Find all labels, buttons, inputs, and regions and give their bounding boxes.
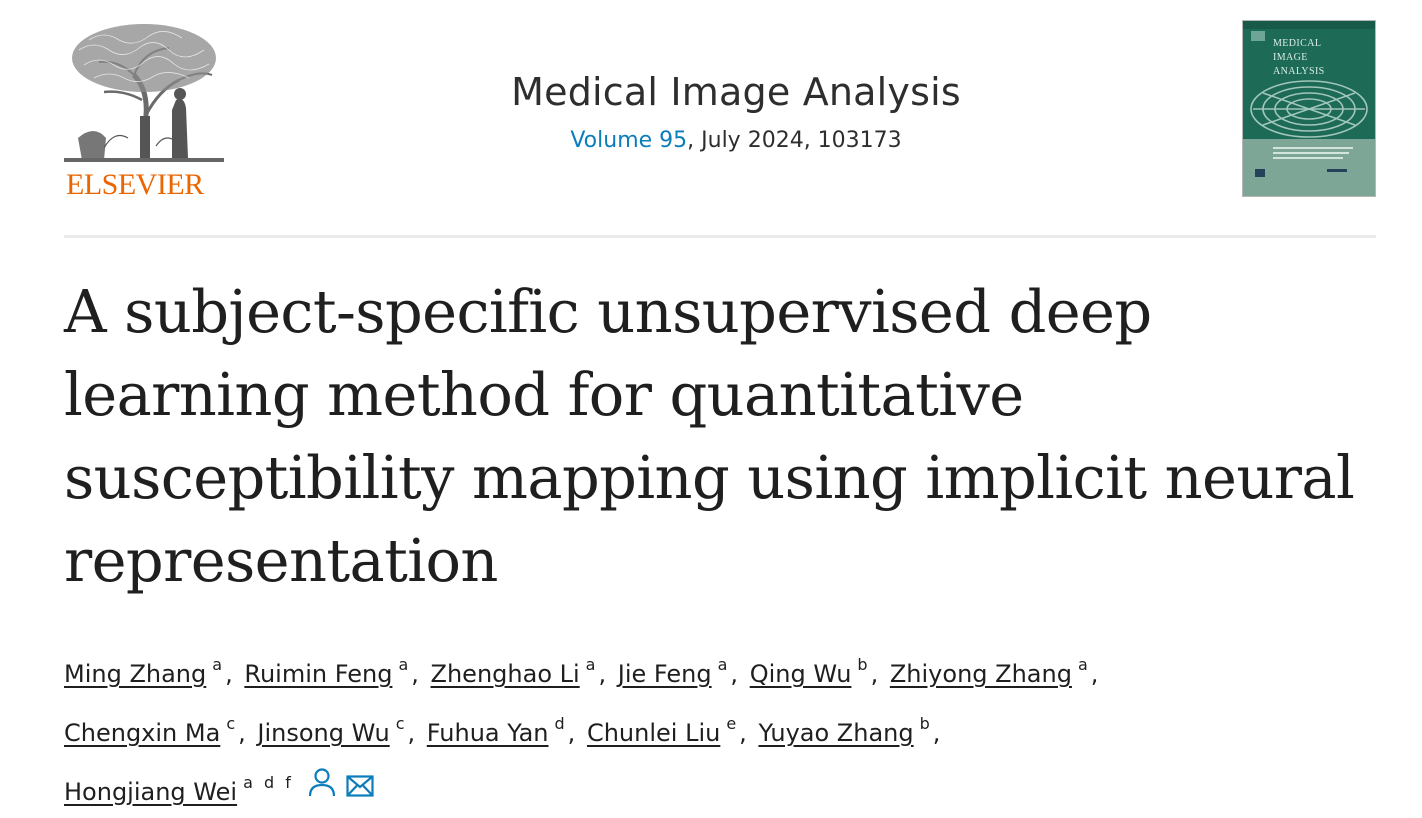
author-name-link[interactable]: Zhiyong Zhang: [889, 660, 1072, 688]
affiliation-marker[interactable]: d: [554, 714, 568, 733]
person-icon: [308, 768, 335, 797]
elsevier-wordmark: ELSEVIER: [66, 168, 204, 201]
author-name-link[interactable]: Chengxin Ma: [64, 719, 221, 747]
article-title: A subject-specific unsupervised deep lea…: [64, 277, 1355, 595]
author-name-link[interactable]: Qing Wu: [749, 660, 852, 688]
author-entry: Ruimin Feng a,: [244, 655, 419, 688]
author-entry: Jinsong Wu c,: [257, 714, 416, 747]
affiliation-marker[interactable]: a: [717, 655, 731, 674]
author-name-link[interactable]: Jinsong Wu: [257, 719, 390, 747]
email-author-button[interactable]: [346, 764, 374, 814]
journal-info: Medical Image Analysis Volume 95, July 2…: [364, 70, 1108, 153]
affiliation-marker[interactable]: e: [726, 714, 740, 733]
journal-issue-line: Volume 95, July 2024, 103173: [364, 128, 1108, 153]
affiliation-marker[interactable]: c: [226, 714, 239, 733]
author-entry: Chengxin Ma c,: [64, 714, 246, 747]
issue-details: , July 2024, 103173: [687, 128, 902, 153]
affiliation-marker[interactable]: a d f: [243, 773, 294, 792]
affiliation-marker[interactable]: b: [857, 655, 871, 674]
affiliation-marker[interactable]: a: [585, 655, 599, 674]
affiliation-marker[interactable]: b: [919, 714, 933, 733]
elsevier-logo[interactable]: ELSEVIER: [64, 20, 224, 201]
author-entry: Hongjiang Wei a d f: [64, 773, 298, 806]
author-entry: Chunlei Liu e,: [586, 714, 747, 747]
author-name-link[interactable]: Chunlei Liu: [586, 719, 721, 747]
author-name-link[interactable]: Jie Feng: [617, 660, 712, 688]
author-entry: Jie Feng a,: [617, 655, 739, 688]
affiliation-marker[interactable]: a: [1077, 655, 1091, 674]
author-name-link[interactable]: Fuhua Yan: [426, 719, 549, 747]
journal-header: ELSEVIER Medical Image Analysis Volume 9…: [64, 18, 1376, 201]
author-entry: Fuhua Yan d,: [426, 714, 576, 747]
affiliation-marker[interactable]: a: [212, 655, 226, 674]
journal-cover-thumbnail[interactable]: MEDICAL IMAGE ANALYSIS: [1242, 20, 1376, 197]
journal-title-link[interactable]: Medical Image Analysis: [511, 70, 961, 114]
journal-cover-thumbnail-icon: [1243, 21, 1375, 196]
author-entry: Ming Zhang a,: [64, 655, 233, 688]
cover-journal-title: MEDICAL IMAGE ANALYSIS: [1273, 38, 1325, 77]
author-entry: Yuyao Zhang b,: [758, 714, 941, 747]
tree-of-knowledge-icon: [64, 24, 224, 162]
author-entry: Zhiyong Zhang a,: [889, 655, 1099, 688]
header-divider: [64, 235, 1376, 238]
author-name-link[interactable]: Yuyao Zhang: [758, 719, 914, 747]
author-entry: Zhenghao Li a,: [430, 655, 607, 688]
corresponding-author-button[interactable]: [308, 764, 336, 814]
author-entry: Qing Wu b,: [749, 655, 879, 688]
volume-link[interactable]: Volume 95: [570, 128, 688, 153]
author-name-link[interactable]: Zhenghao Li: [430, 660, 580, 688]
author-name-link[interactable]: Ming Zhang: [64, 660, 207, 688]
email-icon: [346, 775, 374, 797]
affiliation-marker[interactable]: a: [398, 655, 412, 674]
author-name-link[interactable]: Ruimin Feng: [244, 660, 393, 688]
author-name-link[interactable]: Hongjiang Wei: [64, 778, 238, 806]
affiliation-marker[interactable]: c: [395, 714, 408, 733]
author-list: Ming Zhang a, Ruimin Feng a, Zhenghao Li a,…: [64, 640, 1364, 818]
